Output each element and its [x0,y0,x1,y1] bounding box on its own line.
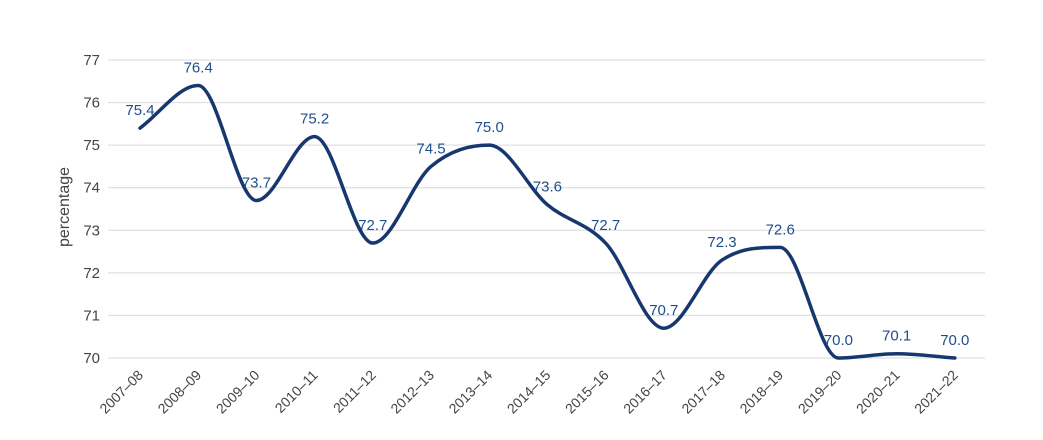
y-tick-label: 75 [83,137,100,154]
x-tick-label: 2014–15 [504,367,554,417]
data-label: 75.0 [475,119,504,136]
data-label: 73.7 [242,174,271,191]
x-tick-label: 2015–16 [562,367,612,417]
data-label: 70.0 [940,332,969,349]
y-tick-label: 73 [83,222,100,239]
data-label: 75.2 [300,111,329,128]
data-label: 72.7 [591,217,620,234]
x-tick-label: 2019–20 [795,367,845,417]
data-label: 76.4 [184,60,213,77]
x-tick-label: 2018–19 [736,367,786,417]
x-tick-label: 2021–22 [911,367,961,417]
data-label: 72.3 [707,234,736,251]
data-label: 75.4 [125,102,154,119]
x-tick-label: 2017–18 [678,367,728,417]
x-tick-label: 2012–13 [387,367,437,417]
data-label: 74.5 [416,140,445,157]
x-tick-label: 2007–08 [96,367,146,417]
gridlines [108,59,985,359]
x-tick-label: 2008–09 [154,367,204,417]
y-axis-label: percentage [56,167,73,247]
x-tick-label: 2016–17 [620,367,670,417]
series-line [138,83,957,360]
y-tick-label: 70 [83,350,100,367]
y-tick-label: 76 [83,95,100,112]
x-tick-label: 2013–14 [445,367,495,417]
y-tick-label: 72 [83,265,100,282]
x-tick-label: 2011–12 [330,367,379,416]
data-label: 72.7 [358,217,387,234]
data-labels: 75.4 76.4 73.7 75.2 72.7 74.5 75.0 73.6 72.7 70.7… [125,60,969,349]
y-tick-label: 71 [83,307,100,324]
y-tick-label: 74 [83,180,100,197]
x-tick-label: 2009–10 [213,367,263,417]
x-axis-ticks: 2007–08 2008–09 2009–10 2010–11 2011–12 2012–… [96,367,961,417]
x-tick-label: 2010–11 [272,367,321,416]
x-tick-label: 2020–21 [853,367,903,417]
y-axis-ticks: 70 71 72 73 74 75 76 77 [83,52,100,367]
y-tick-label: 77 [83,52,100,69]
data-label: 70.0 [824,332,853,349]
data-label: 70.7 [649,302,678,319]
data-label: 73.6 [533,179,562,196]
data-label: 70.1 [882,328,911,345]
data-label: 72.6 [766,221,795,238]
